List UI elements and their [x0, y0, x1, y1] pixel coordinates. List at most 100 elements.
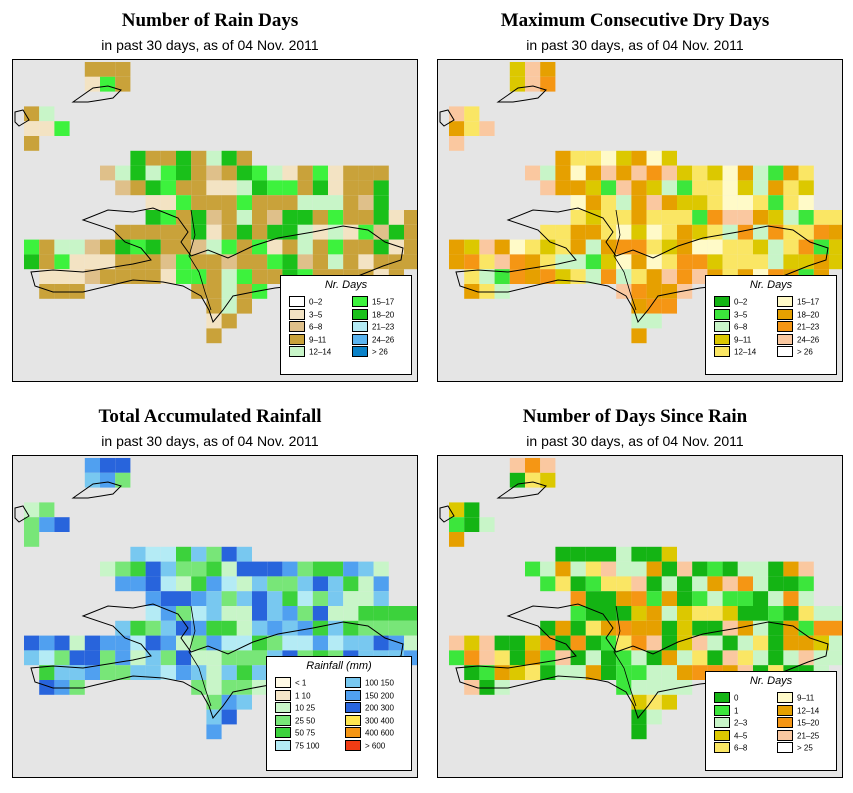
legend-item: 100 150 — [345, 677, 394, 689]
grid-cell — [206, 665, 222, 680]
grid-cell — [616, 269, 632, 284]
legend-label: 2–3 — [734, 718, 748, 728]
grid-cell — [722, 650, 738, 666]
grid-cell — [160, 635, 176, 651]
grid-cell — [115, 269, 131, 284]
legend-swatch — [714, 742, 730, 754]
grid-cell — [601, 150, 617, 166]
legend-swatch — [714, 346, 730, 358]
grid-cell — [722, 195, 738, 210]
legend-swatch — [777, 346, 793, 358]
grid-cell — [555, 150, 571, 166]
grid-cell — [221, 606, 237, 621]
grid-cell — [813, 635, 829, 651]
grid-cell — [509, 62, 525, 77]
grid-cell — [540, 165, 556, 181]
grid-cell — [39, 650, 55, 666]
grid-cell — [115, 665, 131, 680]
grid-cell — [297, 620, 313, 636]
grid-cell — [206, 606, 222, 621]
grid-cell — [206, 195, 222, 210]
grid-cell — [160, 591, 176, 606]
grid-cell — [236, 150, 252, 166]
grid-cell — [69, 665, 85, 680]
map-legend: Nr. Days 0–2 3–5 6–8 9–11 12–14 15–17 18–20 21–… — [705, 275, 837, 375]
grid-cell — [692, 269, 708, 284]
grid-cell — [585, 561, 601, 577]
legend-item: 15–20 — [777, 717, 819, 729]
grid-cell — [160, 195, 176, 210]
grid-cell — [661, 546, 677, 562]
grid-cell — [236, 694, 252, 710]
grid-cell — [540, 458, 556, 473]
grid-cell — [297, 239, 313, 255]
legend-swatch — [777, 729, 793, 741]
grid-cell — [509, 650, 525, 666]
grid-cell — [707, 180, 723, 196]
grid-cell — [100, 76, 116, 92]
grid-cell — [145, 195, 161, 210]
legend-swatch — [777, 296, 793, 308]
grid-cell — [221, 650, 237, 666]
grid-cell — [813, 210, 829, 225]
grid-cell — [616, 546, 632, 562]
grid-cell — [404, 224, 417, 240]
coastline — [455, 603, 829, 720]
grid-cell — [312, 635, 328, 651]
grid-cell — [722, 561, 738, 577]
grid-cell — [282, 224, 298, 240]
grid-cell — [449, 121, 465, 136]
grid-cell — [570, 165, 586, 181]
grid-cell — [737, 561, 753, 577]
grid-cell — [252, 680, 268, 695]
legend-swatch — [714, 333, 730, 345]
legend-item: 10 25 — [275, 702, 315, 714]
grid-cell — [464, 650, 480, 666]
grid-cell — [479, 239, 495, 255]
grid-cell — [267, 239, 283, 255]
grid-cell — [722, 210, 738, 225]
grid-cell — [646, 150, 662, 166]
grid-cell — [737, 210, 753, 225]
legend-label: 15–17 — [797, 297, 820, 307]
legend-label: 6–8 — [309, 322, 323, 332]
grid-cell — [555, 269, 571, 284]
grid-cell — [358, 239, 374, 255]
grid-cell — [388, 224, 404, 240]
grid-cell — [221, 313, 237, 329]
grid-cell — [130, 224, 146, 240]
legend-swatch — [345, 702, 361, 714]
grid-cell — [464, 284, 480, 299]
grid-cell — [221, 620, 237, 636]
legend-label: 25 50 — [295, 715, 316, 725]
grid-cell — [39, 517, 55, 532]
grid-cell — [343, 620, 359, 636]
grid-cell — [525, 635, 541, 651]
grid-cell — [312, 591, 328, 606]
grid-cell — [358, 180, 374, 196]
grid-cell — [236, 606, 252, 621]
grid-cell — [145, 665, 161, 680]
grid-cell — [601, 546, 617, 562]
grid-cell — [115, 620, 131, 636]
grid-cell — [631, 269, 647, 284]
legend-label: > 25 — [797, 743, 813, 753]
legend-swatch — [275, 702, 291, 714]
grid-cell — [479, 665, 495, 680]
grid-cell — [768, 239, 784, 255]
grid-cell — [404, 620, 417, 636]
grid-cell — [115, 472, 131, 488]
grid-cell — [358, 254, 374, 270]
grid-cell — [312, 210, 328, 225]
grid-cell — [783, 195, 799, 210]
grid-cell — [176, 150, 192, 166]
grid-cell — [145, 180, 161, 196]
legend-item: 150 200 — [345, 689, 394, 701]
legend-label: 18–20 — [372, 309, 395, 319]
legend-label: 15–17 — [372, 297, 395, 307]
grid-cell — [297, 195, 313, 210]
grid-cell — [585, 195, 601, 210]
grid-cell — [176, 561, 192, 577]
grid-cell — [570, 591, 586, 606]
legend-swatch — [777, 321, 793, 333]
